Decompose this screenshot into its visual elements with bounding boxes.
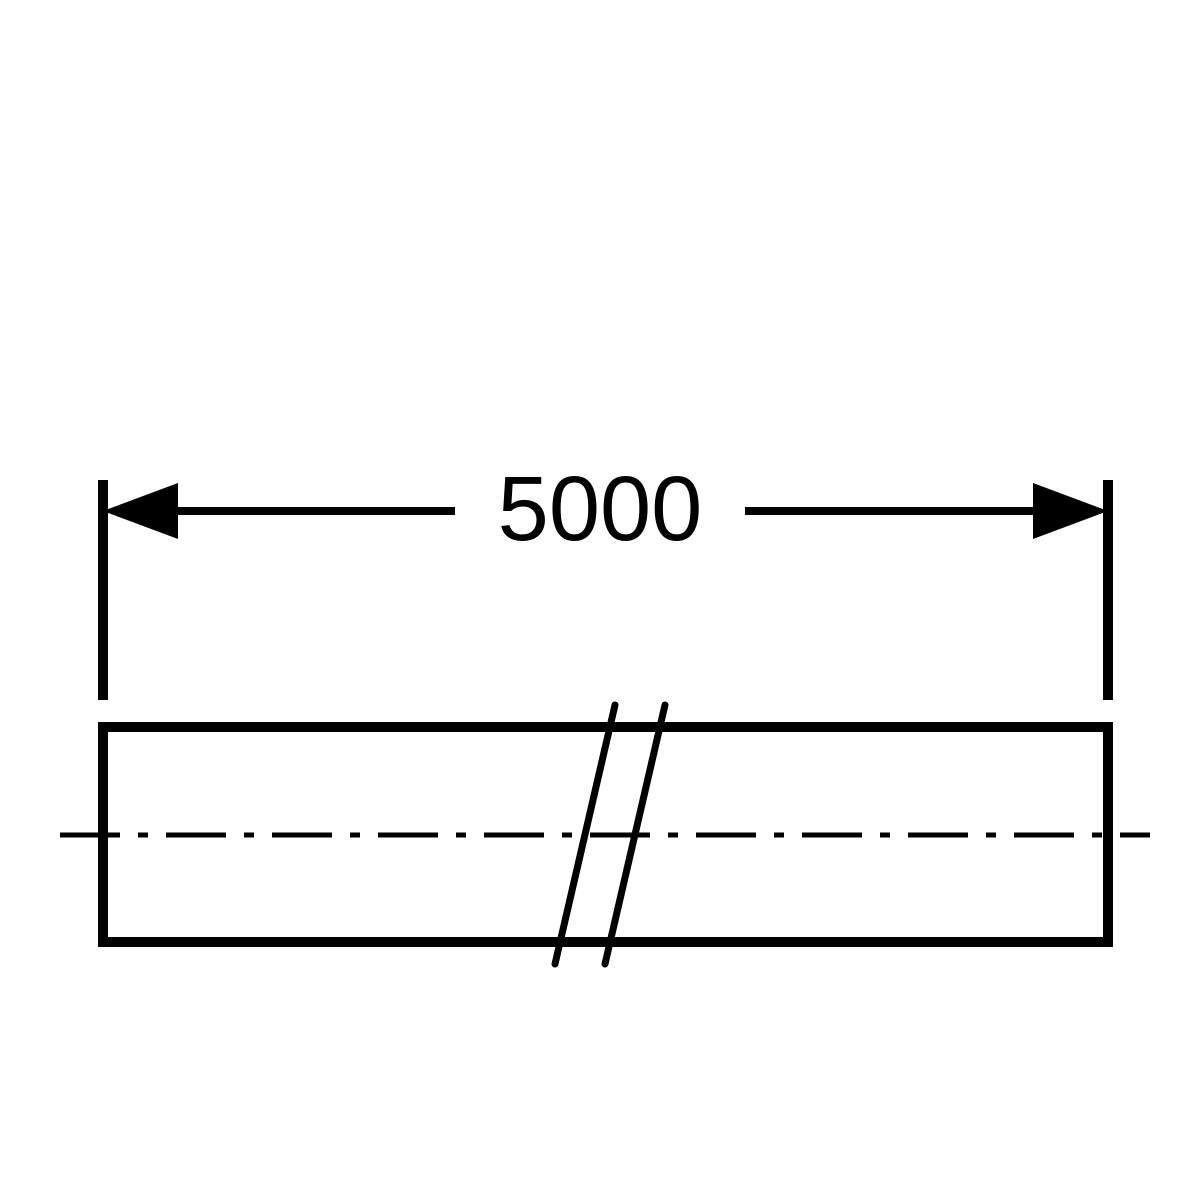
background	[0, 0, 1200, 1200]
technical-drawing: 5000	[0, 0, 1200, 1200]
dimension-value: 5000	[498, 458, 703, 560]
